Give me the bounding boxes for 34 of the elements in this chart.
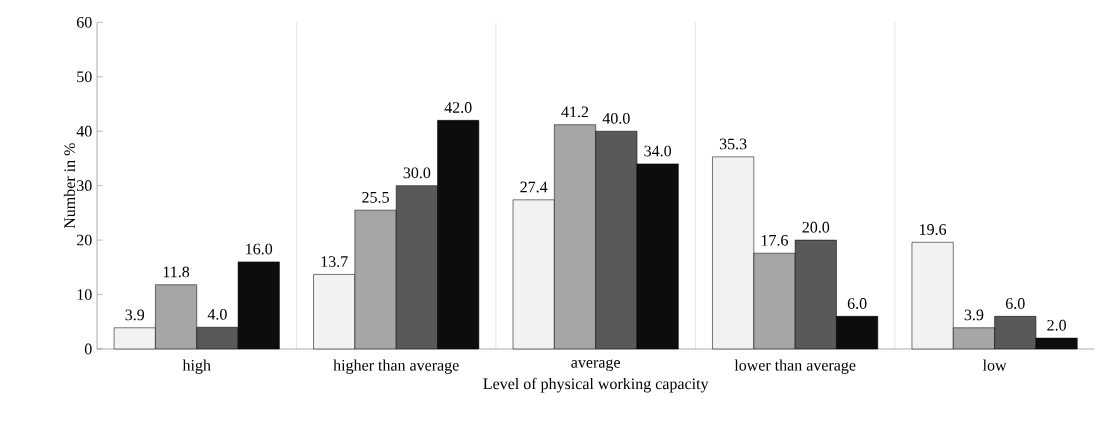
x-axis-title: Level of physical working capacity <box>483 377 709 393</box>
data-label: 6.0 <box>847 298 867 309</box>
data-label: 11.8 <box>163 266 190 278</box>
data-label: 16.0 <box>246 243 273 255</box>
y-tick-label: 50 <box>77 71 92 83</box>
data-label: 3.9 <box>964 309 984 321</box>
y-axis-title: Number in % <box>63 143 76 229</box>
data-label: 20.0 <box>802 221 830 233</box>
data-label: 3.9 <box>125 309 145 321</box>
y-tick-label: 10 <box>77 289 92 300</box>
x-tick-label: lower than average <box>734 359 856 374</box>
data-label: 30.0 <box>403 167 431 179</box>
data-label: 35.3 <box>719 138 747 150</box>
x-tick-label: low <box>982 359 1007 371</box>
x-tick-label: high <box>182 359 211 374</box>
data-label: 13.7 <box>321 256 348 268</box>
data-label: 34.0 <box>644 145 672 157</box>
data-label: 2.0 <box>1047 319 1066 331</box>
data-label: 6.0 <box>1005 298 1025 309</box>
data-label: 27.4 <box>520 181 548 193</box>
data-label: 40.0 <box>602 112 630 124</box>
y-tick-label: 60 <box>76 16 92 28</box>
x-tick-label: average <box>571 359 620 372</box>
data-label: 4.0 <box>207 308 227 320</box>
data-label: 17.6 <box>761 234 788 246</box>
data-label: 25.5 <box>362 191 389 203</box>
x-tick-label: higher than average <box>333 359 459 374</box>
data-label: 19.6 <box>920 224 947 235</box>
y-tick-label: 20 <box>77 234 92 246</box>
y-tick-label: 30 <box>77 180 92 192</box>
data-label: 41.2 <box>561 106 589 118</box>
y-tick-label: 40 <box>76 125 92 137</box>
data-label: 42.0 <box>444 102 472 113</box>
y-tick-label: 0 <box>84 343 92 355</box>
